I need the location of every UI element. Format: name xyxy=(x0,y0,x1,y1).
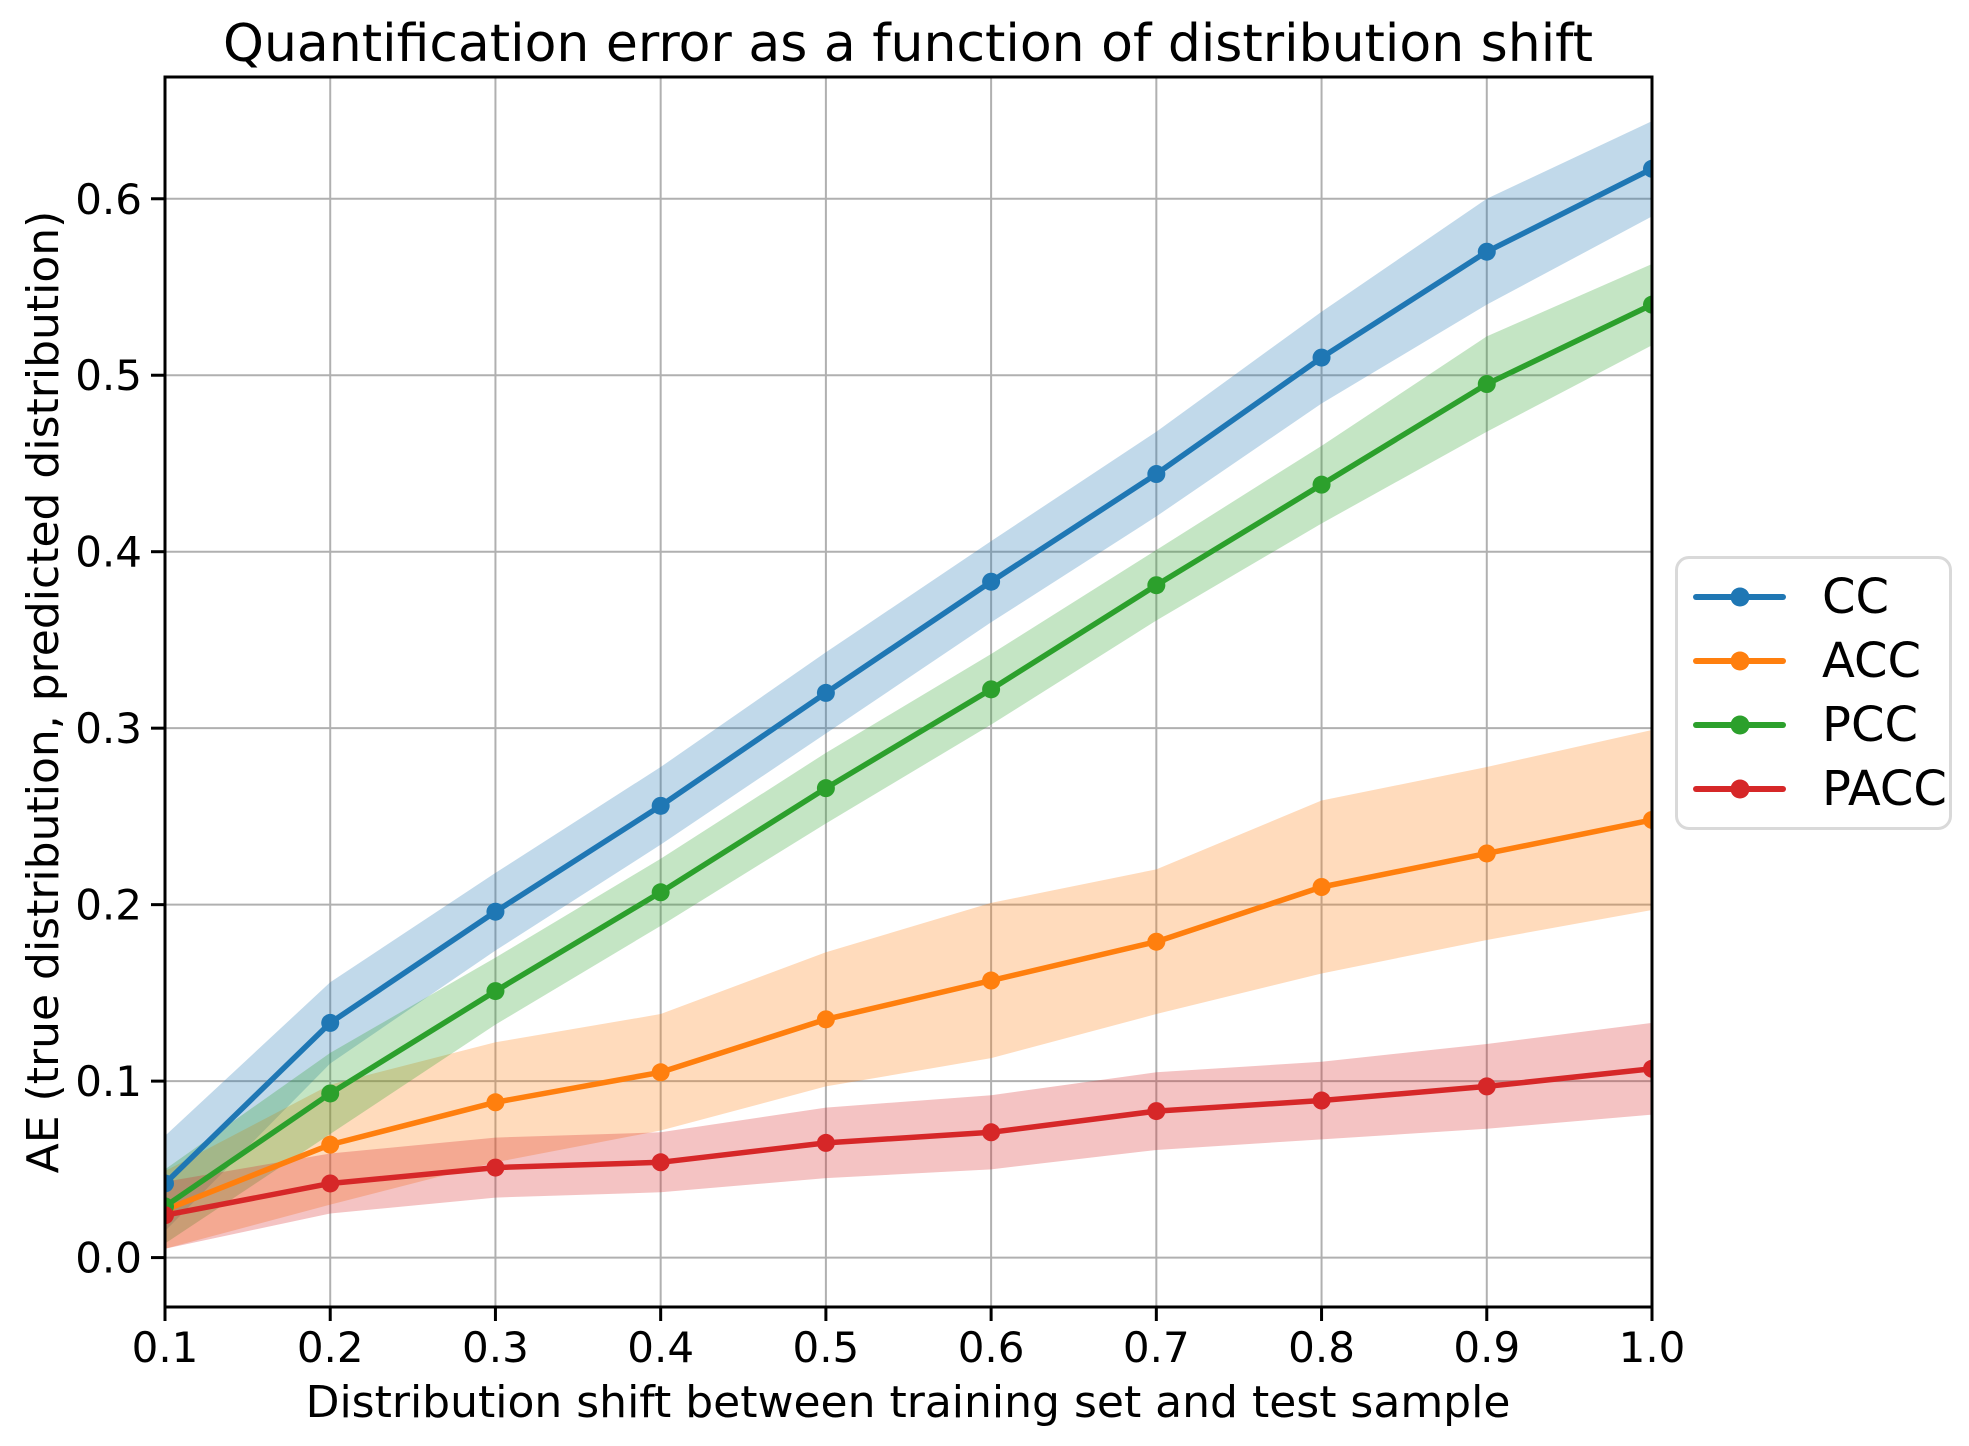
series-band-cc xyxy=(165,121,1652,1232)
y-tick-label: 0.5 xyxy=(75,351,142,400)
data-point-marker xyxy=(651,1153,670,1172)
data-point-marker xyxy=(321,1013,340,1032)
legend-line-sample xyxy=(1693,779,1786,799)
data-point-marker xyxy=(982,680,1001,699)
data-point-marker xyxy=(165,1174,174,1193)
legend-marker-dot xyxy=(1730,779,1749,799)
data-point-marker xyxy=(486,902,505,921)
data-point-marker xyxy=(816,779,835,798)
data-point-marker xyxy=(486,982,505,1001)
legend-label: CC xyxy=(1822,569,1890,625)
data-point-marker xyxy=(816,1133,835,1152)
y-tick-label: 0.4 xyxy=(75,528,142,577)
tick-labels: 0.1 0.2 0.3 0.4 0.5 0.6 0.7 0.8 0.9 1.0 0.0 0.1 0.2 0… xyxy=(75,175,1685,1372)
series-markers-pacc xyxy=(165,1059,1652,1225)
x-tick-label: 0.3 xyxy=(462,1323,529,1372)
x-tick-label: 0.5 xyxy=(792,1323,859,1372)
legend-marker-dot xyxy=(1730,715,1749,735)
y-tick-label: 0.0 xyxy=(75,1234,142,1283)
y-tick-label: 0.2 xyxy=(75,881,142,930)
data-point-marker xyxy=(1147,932,1166,951)
data-point-marker xyxy=(1312,878,1331,896)
x-tick-label: 1.0 xyxy=(1619,1323,1686,1372)
series-markers-cc xyxy=(165,159,1652,1193)
data-point-marker xyxy=(816,1010,835,1029)
data-point-marker xyxy=(1643,295,1652,314)
plot-border xyxy=(163,75,1654,1309)
legend-item-cc: CC xyxy=(1678,568,1949,626)
y-tick-label: 0.3 xyxy=(75,704,142,753)
data-point-marker xyxy=(1312,475,1331,494)
legend-line-sample xyxy=(1693,715,1786,735)
data-point-marker xyxy=(651,1063,670,1082)
data-point-marker xyxy=(1477,375,1496,394)
series-line-pcc xyxy=(165,302,1652,1209)
data-point-marker xyxy=(1643,810,1652,829)
data-point-marker xyxy=(1477,844,1496,863)
x-tick-label: 0.9 xyxy=(1453,1323,1520,1372)
data-point-marker xyxy=(486,1093,505,1112)
data-point-marker xyxy=(651,796,670,815)
legend-marker-dot xyxy=(1730,587,1749,607)
legend-label: PCC xyxy=(1822,697,1918,753)
tick-marks xyxy=(151,197,1654,1321)
data-point-marker xyxy=(486,1158,505,1177)
legend-item-acc: ACC xyxy=(1678,632,1949,690)
y-axis-label: AE (true distribution, predicted distrib… xyxy=(18,211,69,1174)
legend-line-sample xyxy=(1693,651,1786,671)
data-point-marker xyxy=(321,1174,340,1193)
data-point-marker xyxy=(1312,348,1331,367)
x-tick-label: 0.6 xyxy=(958,1323,1025,1372)
data-point-marker xyxy=(1643,1059,1652,1078)
legend-item-pcc: PCC xyxy=(1678,696,1949,754)
legend-item-pacc: PACC xyxy=(1678,760,1949,818)
x-tick-label: 0.8 xyxy=(1288,1323,1355,1372)
data-point-marker xyxy=(816,683,835,702)
data-point-marker xyxy=(1643,159,1652,178)
legend-label: ACC xyxy=(1822,633,1922,689)
data-point-marker xyxy=(982,971,1001,990)
data-point-marker xyxy=(1147,465,1166,484)
series-markers-pcc xyxy=(165,295,1652,1216)
y-tick-label: 0.6 xyxy=(75,175,142,224)
legend-marker-dot xyxy=(1730,651,1749,671)
legend: CC ACC PCC PACC xyxy=(1675,556,1952,830)
chart-title: Quantification error as a function of di… xyxy=(223,14,1593,74)
data-point-marker xyxy=(982,572,1001,591)
y-tick-label: 0.1 xyxy=(75,1057,142,1106)
data-point-marker xyxy=(165,1206,174,1225)
legend-line-sample xyxy=(1693,587,1786,607)
data-point-marker xyxy=(1477,242,1496,261)
data-point-marker xyxy=(321,1135,340,1154)
x-tick-label: 0.4 xyxy=(627,1323,694,1372)
data-point-marker xyxy=(982,1123,1001,1142)
data-point-marker xyxy=(651,883,670,902)
series-line-cc xyxy=(165,166,1652,1186)
data-point-marker xyxy=(1147,1102,1166,1121)
x-tick-label: 0.7 xyxy=(1123,1323,1190,1372)
series-line-acc xyxy=(165,817,1652,1213)
x-axis-label: Distribution shift between training set … xyxy=(306,1377,1511,1428)
data-point-marker xyxy=(1147,576,1166,595)
x-tick-label: 0.1 xyxy=(132,1323,199,1372)
data-point-marker xyxy=(1312,1091,1331,1110)
x-tick-label: 0.2 xyxy=(297,1323,364,1372)
series-band-acc xyxy=(165,729,1652,1249)
legend-label: PACC xyxy=(1822,761,1947,817)
data-point-marker xyxy=(1477,1077,1496,1096)
series-line-pacc xyxy=(165,1066,1652,1218)
data-point-marker xyxy=(321,1084,340,1103)
